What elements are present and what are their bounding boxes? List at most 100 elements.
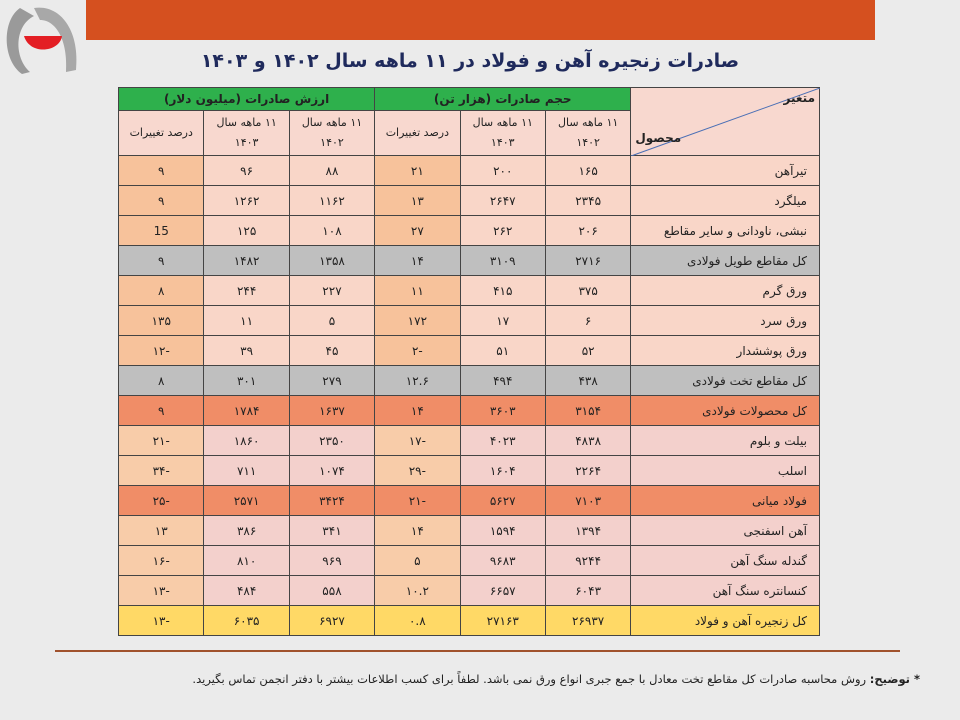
value-1403-cell: ۴۸۴ — [203, 575, 290, 606]
volume-1403-cell: ۹۶۸۳ — [459, 545, 546, 576]
volume-change-cell: ۱۴ — [374, 245, 461, 276]
volume-1403-cell: ۲۶۲ — [459, 215, 546, 246]
volume-change-cell: ۱۰.۲ — [374, 575, 461, 606]
table-row: ورق سرد ۶ ۱۷ ۱۷۲ ۵ ۱۱ ۱۳۵ — [117, 305, 820, 336]
volume-1403-cell: ۵۱ — [459, 335, 546, 366]
value-change-cell: ۸ — [117, 365, 205, 396]
export-table: متغیر محصول حجم صادرات (هزار تن) ارزش صا… — [117, 87, 821, 636]
association-logo — [6, 7, 77, 74]
corner-header: متغیر محصول — [630, 87, 821, 156]
value-1403-cell: ۱۱ — [203, 305, 290, 336]
table-row: بیلت و بلوم ۴۸۳۸ ۴۰۲۳ -۱۷ ۲۳۵۰ ۱۸۶۰ -۲۱ — [117, 425, 820, 456]
value-change-cell: 15 — [117, 215, 205, 246]
volume-1403-cell: ۵۶۲۷ — [459, 485, 546, 516]
value-1403-cell: ۲۴۴ — [203, 275, 290, 306]
product-cell: اسلب — [630, 455, 820, 486]
footnote-text: روش محاسبه صادرات کل مقاطع تخت معادل با … — [192, 672, 867, 686]
value-1402-cell: ۱۰۷۴ — [288, 455, 376, 486]
volume-1402-cell: ۴۳۸ — [544, 365, 632, 396]
value-1402-cell: ۲۷۹ — [288, 365, 376, 396]
table-row: کل مقاطع تخت فولادی ۴۳۸ ۴۹۴ ۱۲.۶ ۲۷۹ ۳۰۱ ۸ — [117, 365, 820, 396]
value-change-cell: -۲۱ — [117, 425, 205, 456]
value-1402-cell: ۶۹۲۷ — [288, 605, 376, 636]
volume-1403-cell: ۴۹۴ — [459, 365, 546, 396]
table-row: میلگرد ۲۳۴۵ ۲۶۴۷ ۱۳ ۱۱۶۲ ۱۲۶۲ ۹ — [117, 185, 820, 216]
table-row: نبشی، ناودانی و سایر مقاطع ۲۰۶ ۲۶۲ ۲۷ ۱۰۸ ۱۲۵… — [117, 215, 820, 246]
volume-change-cell: ۵ — [374, 545, 461, 576]
col-header-change: درصد تغییرات — [374, 110, 461, 156]
volume-change-cell: ۲۱ — [374, 155, 461, 186]
value-1403-cell: ۱۸۶۰ — [203, 425, 290, 456]
volume-1402-cell: ۷۱۰۳ — [544, 485, 632, 516]
volume-1403-cell: ۴۱۵ — [459, 275, 546, 306]
volume-1402-cell: ۹۲۴۴ — [544, 545, 632, 576]
volume-1402-cell: ۶ — [544, 305, 632, 336]
value-change-cell: -۱۲ — [117, 335, 205, 366]
volume-change-cell: ۱۲.۶ — [374, 365, 461, 396]
value-1402-cell: ۱۰۸ — [288, 215, 376, 246]
table-row: تیرآهن ۱۶۵ ۲۰۰ ۲۱ ۸۸ ۹۶ ۹ — [117, 155, 820, 186]
col-header-change: درصد تغییرات — [117, 110, 205, 156]
product-cell: کل مقاطع تخت فولادی — [630, 365, 820, 396]
value-1402-cell: ۸۸ — [288, 155, 376, 186]
value-1402-cell: ۳۴۱ — [288, 515, 376, 546]
volume-change-cell: ۲۷ — [374, 215, 461, 246]
volume-1402-cell: ۳۷۵ — [544, 275, 632, 306]
product-cell: تیرآهن — [630, 155, 820, 186]
group-value-header: ارزش صادرات (میلیون دلار) — [117, 87, 376, 111]
value-1403-cell: ۶۰۳۵ — [203, 605, 290, 636]
volume-1402-cell: ۵۲ — [544, 335, 632, 366]
product-cell: ورق سرد — [630, 305, 820, 336]
value-change-cell: ۹ — [117, 155, 205, 186]
volume-1402-cell: ۳۱۵۴ — [544, 395, 632, 426]
corner-product-label: محصول — [635, 131, 682, 145]
value-change-cell: ۹ — [117, 245, 205, 276]
col-header-1403: ۱۱ ماهه سال ۱۴۰۳ — [459, 110, 546, 156]
value-1402-cell: ۳۴۲۴ — [288, 485, 376, 516]
value-1402-cell: ۱۱۶۲ — [288, 185, 376, 216]
value-1403-cell: ۱۷۸۴ — [203, 395, 290, 426]
diagonal-divider — [631, 88, 821, 156]
table-row: آهن اسفنجی ۱۳۹۴ ۱۵۹۴ ۱۴ ۳۴۱ ۳۸۶ ۱۳ — [117, 515, 820, 546]
volume-1402-cell: ۲۰۶ — [544, 215, 632, 246]
volume-change-cell: -۲۱ — [374, 485, 461, 516]
product-cell: ورق پوششدار — [630, 335, 820, 366]
volume-change-cell: -۲ — [374, 335, 461, 366]
volume-change-cell: ۱۴ — [374, 395, 461, 426]
volume-1403-cell: ۳۱۰۹ — [459, 245, 546, 276]
volume-change-cell: -۲۹ — [374, 455, 461, 486]
product-cell: فولاد میانی — [630, 485, 820, 516]
product-cell: میلگرد — [630, 185, 820, 216]
volume-change-cell: -۱۷ — [374, 425, 461, 456]
value-1402-cell: ۹۶۹ — [288, 545, 376, 576]
value-1403-cell: ۸۱۰ — [203, 545, 290, 576]
volume-change-cell: ۱۷۲ — [374, 305, 461, 336]
volume-1402-cell: ۴۸۳۸ — [544, 425, 632, 456]
page-title: صادرات زنجیره آهن و فولاد در ۱۱ ماهه سال… — [200, 50, 740, 72]
volume-1402-cell: ۱۳۹۴ — [544, 515, 632, 546]
volume-1403-cell: ۲۰۰ — [459, 155, 546, 186]
volume-1403-cell: ۱۵۹۴ — [459, 515, 546, 546]
volume-1403-cell: ۳۶۰۳ — [459, 395, 546, 426]
value-1403-cell: ۲۵۷۱ — [203, 485, 290, 516]
volume-1403-cell: ۴۰۲۳ — [459, 425, 546, 456]
volume-1403-cell: ۲۷۱۶۳ — [459, 605, 546, 636]
value-1402-cell: ۲۳۵۰ — [288, 425, 376, 456]
table-row: کل زنجیره آهن و فولاد ۲۶۹۳۷ ۲۷۱۶۳ ۰.۸ ۶۹۲۷ ۶۰… — [117, 605, 820, 636]
product-cell: آهن اسفنجی — [630, 515, 820, 546]
table-row: کنسانتره سنگ آهن ۶۰۴۳ ۶۶۵۷ ۱۰.۲ ۵۵۸ ۴۸۴ -۱۳ — [117, 575, 820, 606]
value-change-cell: ۱۳ — [117, 515, 205, 546]
product-cell: گندله سنگ آهن — [630, 545, 820, 576]
product-cell: کل مقاطع طویل فولادی — [630, 245, 820, 276]
table-row: فولاد میانی ۷۱۰۳ ۵۶۲۷ -۲۱ ۳۴۲۴ ۲۵۷۱ -۲۵ — [117, 485, 820, 516]
footer-divider — [55, 650, 900, 652]
product-cell: ورق گرم — [630, 275, 820, 306]
footnote-label: * توضیح: — [869, 672, 920, 686]
volume-change-cell: ۱۴ — [374, 515, 461, 546]
col-header-1402: ۱۱ ماهه سال ۱۴۰۲ — [544, 110, 632, 156]
volume-1403-cell: ۱۶۰۴ — [459, 455, 546, 486]
volume-1403-cell: ۶۶۵۷ — [459, 575, 546, 606]
value-1403-cell: ۱۴۸۲ — [203, 245, 290, 276]
volume-1402-cell: ۲۳۴۵ — [544, 185, 632, 216]
table-row: اسلب ۲۲۶۴ ۱۶۰۴ -۲۹ ۱۰۷۴ ۷۱۱ -۳۴ — [117, 455, 820, 486]
